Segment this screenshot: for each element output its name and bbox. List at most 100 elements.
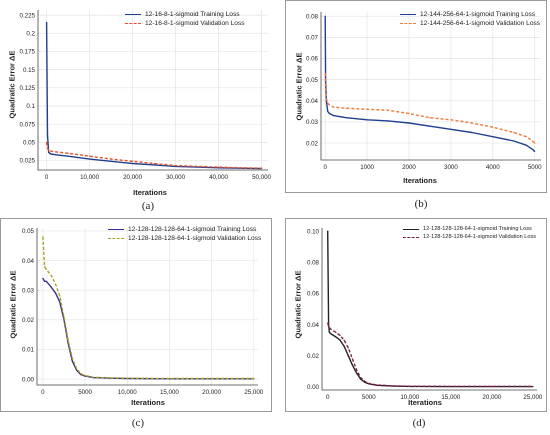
legend-label: 12-128-128-128-64-1-sigmoid Validation L… <box>423 234 537 240</box>
data-point <box>54 292 57 294</box>
x-tick-label: 5000 <box>362 394 376 401</box>
chart-d-svg: 0.00 0.02 0.04 0.06 0.08 0.10 0 5000 10,000 15,00… <box>307 228 543 401</box>
data-point <box>345 117 347 119</box>
data-point <box>366 119 368 121</box>
legend-item: 12-128-128-128-64-1-sigmoid Validation L… <box>403 233 536 241</box>
y-tick-label: 0.15 <box>23 67 36 74</box>
data-point <box>174 165 177 167</box>
data-point <box>343 345 345 347</box>
data-point <box>45 280 47 282</box>
x-tick-label: 20,000 <box>123 174 142 181</box>
y-tick-label: 0.175 <box>20 49 36 56</box>
data-point <box>45 268 47 271</box>
data-point <box>109 377 111 379</box>
x-tick-label: 20,000 <box>202 389 221 396</box>
legend-swatch <box>400 14 416 15</box>
data-point <box>325 89 327 91</box>
data-point <box>48 151 50 154</box>
data-point <box>328 327 330 329</box>
axes <box>37 10 268 171</box>
data-point <box>534 150 536 153</box>
data-point <box>327 322 329 324</box>
y-tick-label: 0.02 <box>22 317 35 324</box>
data-point <box>43 280 46 282</box>
data-point <box>67 152 69 154</box>
data-point <box>532 140 534 142</box>
data-point <box>46 134 49 136</box>
data-point <box>327 102 329 104</box>
x-axis-label: Iterations <box>133 188 167 197</box>
data-point <box>59 295 61 297</box>
chart-panel-c: Quadratic Error ΔE 0.00 0.01 0.02 0.03 0.04 0… <box>0 218 275 435</box>
data-point <box>153 162 155 165</box>
y-tick-label: 0.025 <box>20 158 36 165</box>
data-point <box>253 377 255 380</box>
legend-swatch <box>125 14 141 15</box>
data-point <box>328 112 330 115</box>
legend-swatch <box>403 236 419 238</box>
series-line <box>324 16 536 152</box>
data-point <box>492 126 494 128</box>
caption: (a) <box>141 200 155 212</box>
legend-label: 12-144-256-64-1-sigmoid Validation Loss <box>420 20 541 27</box>
chart-panel-a: Quadratic Error ΔE 0.025 0.05 0.075 0.1 0.12… <box>0 0 275 218</box>
x-tick-label: 5000 <box>78 389 92 396</box>
data-point <box>50 153 52 155</box>
series-line <box>42 278 254 380</box>
y-tick-label: 0.04 <box>306 98 319 105</box>
data-point <box>110 160 112 162</box>
y-tick-label: 0.06 <box>307 291 320 298</box>
legend: 12-128-128-128-64-1-sigmoid Training Los… <box>108 225 261 243</box>
chart-c-svg: 0.00 0.01 0.02 0.03 0.04 0.05 0 5000 10,000 15,00… <box>22 228 264 396</box>
data-point <box>525 144 527 146</box>
series-line <box>324 73 536 144</box>
data-point <box>217 166 220 168</box>
data-point <box>131 162 134 165</box>
data-point <box>110 158 112 160</box>
data-point <box>50 150 52 152</box>
y-tick-label: 0.00 <box>307 384 320 391</box>
y-tick-label: 0.2 <box>26 30 35 37</box>
data-point <box>387 109 389 111</box>
data-point <box>45 21 48 23</box>
data-point <box>351 364 353 366</box>
data-point <box>84 374 86 377</box>
data-point <box>335 331 337 333</box>
panel-frame <box>0 218 272 412</box>
data-point <box>153 164 155 166</box>
data-point <box>54 283 57 285</box>
panel-frame <box>285 218 547 412</box>
x-tick-label: 10,000 <box>80 174 99 181</box>
y-tick-label: 0.03 <box>306 119 319 126</box>
data-point <box>491 385 493 388</box>
y-tick-label: 0.02 <box>306 140 319 147</box>
x-tick-label: 4000 <box>486 164 500 171</box>
x-tick-label: 10,000 <box>118 389 137 396</box>
chart-b-svg: 0.02 0.03 0.04 0.05 0.06 0.07 0.08 0 1000 2000 300… <box>306 12 542 171</box>
data-point <box>327 325 330 327</box>
x-tick-label: 0 <box>41 389 45 396</box>
data-point <box>387 120 389 122</box>
data-point <box>450 119 452 121</box>
chart-panel-b: Quadratic Error ΔE 0.02 0.03 0.04 0.05 0.06 0… <box>285 0 550 218</box>
data-point <box>50 274 52 276</box>
data-point <box>168 377 171 380</box>
y-tick-label: 0.225 <box>20 12 36 19</box>
caption: (b) <box>414 198 428 210</box>
data-point <box>359 376 362 379</box>
legend-label: 12-144-256-64-1-sigmoid Training Loss <box>420 11 536 18</box>
x-tick-label: 10,000 <box>400 394 419 401</box>
legend-swatch <box>108 229 124 230</box>
data-point <box>42 277 44 279</box>
caption: (d) <box>412 417 426 429</box>
y-tick-label: 0.07 <box>306 35 319 42</box>
chart-a-svg: 0.025 0.05 0.075 0.1 0.125 0.15 0.175 0.2 0.225 0… <box>20 10 272 181</box>
y-tick-label: 0.10 <box>307 228 320 235</box>
data-point <box>330 333 332 335</box>
data-point <box>368 382 370 385</box>
axes <box>36 228 258 386</box>
y-tick-label: 0.08 <box>307 259 320 266</box>
series-line <box>42 236 254 380</box>
legend: 12-144-256-64-1-sigmoid Training Loss 12… <box>400 10 540 28</box>
series-line <box>45 22 262 170</box>
